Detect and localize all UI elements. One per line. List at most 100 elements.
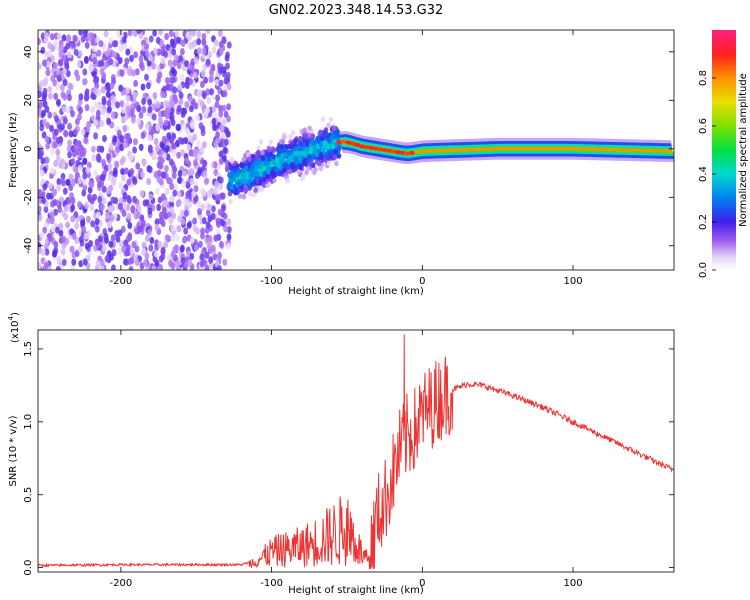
heatmap-cell bbox=[92, 193, 97, 201]
heatmap-cell bbox=[251, 191, 256, 198]
heatmap-cell bbox=[41, 196, 46, 204]
heatmap-cell bbox=[122, 125, 128, 133]
heatmap-cell bbox=[196, 139, 202, 147]
heatmap-cell bbox=[288, 133, 293, 140]
heatmap-cell bbox=[73, 211, 79, 219]
heatmap-cell bbox=[399, 150, 406, 155]
heatmap-cell bbox=[61, 34, 67, 42]
heatmap-cell bbox=[50, 148, 55, 156]
heatmap-cell bbox=[162, 152, 168, 160]
heatmap-cell bbox=[74, 222, 79, 230]
heatmap-cell bbox=[208, 75, 214, 84]
heatmap-cell bbox=[202, 170, 208, 178]
heatmap-cell bbox=[120, 168, 126, 176]
heatmap-cell bbox=[177, 176, 182, 184]
heatmap-cell bbox=[58, 222, 64, 230]
heatmap-cell bbox=[81, 225, 87, 234]
heatmap-cell bbox=[56, 255, 62, 263]
heatmap-cell bbox=[60, 123, 65, 131]
heatmap-cell bbox=[213, 188, 218, 196]
heatmap-cell bbox=[158, 264, 163, 270]
heatmap-cell bbox=[192, 71, 198, 79]
heatmap-cell bbox=[204, 251, 210, 259]
heatmap-cell bbox=[69, 245, 75, 253]
tick-label: 20 bbox=[23, 94, 34, 107]
heatmap-cell bbox=[71, 258, 77, 266]
heatmap-cell bbox=[163, 50, 168, 58]
heatmap-cell bbox=[265, 160, 271, 167]
scale-factor-label: (x104) bbox=[7, 312, 21, 343]
heatmap-cell bbox=[200, 80, 205, 88]
heatmap-cell bbox=[116, 129, 122, 137]
heatmap-cell bbox=[43, 205, 49, 214]
heatmap-cell bbox=[111, 249, 117, 257]
heatmap-cell bbox=[132, 195, 137, 203]
heatmap-cell bbox=[253, 160, 258, 166]
heatmap-cell bbox=[172, 165, 178, 173]
heatmap-cell bbox=[156, 48, 162, 56]
heatmap-cell bbox=[307, 125, 312, 132]
heatmap-cell bbox=[153, 250, 159, 258]
heatmap-cell bbox=[257, 179, 263, 186]
heatmap-cell bbox=[326, 160, 331, 167]
heatmap-cell bbox=[156, 76, 161, 84]
heatmap-cell bbox=[178, 91, 184, 99]
heatmap-cell bbox=[134, 258, 140, 266]
heatmap-cell bbox=[128, 30, 133, 37]
heatmap-cell bbox=[77, 50, 83, 58]
heatmap-cell bbox=[121, 245, 127, 253]
heatmap-cell bbox=[162, 199, 168, 207]
heatmap-cell bbox=[235, 163, 240, 169]
heatmap-cell bbox=[182, 169, 187, 177]
heatmap-cell bbox=[89, 203, 95, 212]
heatmap-cell bbox=[123, 239, 129, 247]
heatmap-cell bbox=[165, 145, 170, 153]
heatmap-cell bbox=[128, 266, 134, 270]
heatmap-cell bbox=[288, 156, 293, 162]
heatmap-cell bbox=[218, 157, 224, 165]
heatmap-cell bbox=[47, 235, 53, 243]
heatmap-cell bbox=[215, 193, 221, 201]
heatmap-cell bbox=[205, 30, 211, 35]
heatmap-cell bbox=[91, 154, 97, 162]
heatmap-cell bbox=[223, 225, 228, 233]
heatmap-cell bbox=[61, 235, 66, 243]
heatmap-cell bbox=[256, 145, 261, 151]
heatmap-cell bbox=[70, 204, 75, 212]
heatmap-cell bbox=[65, 178, 71, 186]
heatmap-cell bbox=[138, 55, 144, 63]
heatmap-cell bbox=[176, 190, 182, 198]
heatmap-cell bbox=[160, 246, 166, 254]
heatmap-cell bbox=[172, 189, 178, 197]
heatmap-cell bbox=[222, 146, 228, 154]
heatmap-cell bbox=[184, 101, 190, 109]
heatmap-cell bbox=[80, 35, 86, 43]
heatmap-cell bbox=[304, 141, 310, 147]
heatmap-cell bbox=[38, 101, 43, 109]
heatmap-cell bbox=[183, 227, 189, 235]
heatmap-cell bbox=[175, 123, 181, 131]
heatmap-cell bbox=[177, 136, 183, 145]
heatmap-cell bbox=[40, 248, 46, 256]
heatmap-cell bbox=[193, 243, 199, 252]
heatmap-cell bbox=[241, 193, 247, 200]
heatmap-cell bbox=[327, 150, 333, 157]
heatmap-cell bbox=[226, 242, 232, 250]
heatmap-cell bbox=[124, 167, 129, 175]
heatmap-cell bbox=[61, 54, 67, 62]
heatmap-cell bbox=[225, 71, 231, 79]
heatmap-cell bbox=[53, 241, 59, 249]
heatmap-cell bbox=[104, 255, 110, 263]
heatmap-cell bbox=[159, 141, 165, 149]
heatmap-cell bbox=[227, 181, 232, 187]
heatmap-cell bbox=[185, 181, 191, 189]
heatmap-cell bbox=[85, 166, 91, 174]
heatmap-cell bbox=[166, 254, 172, 262]
heatmap-cell bbox=[180, 218, 186, 226]
heatmap-cell bbox=[170, 119, 176, 127]
heatmap-cell bbox=[260, 149, 265, 156]
heatmap-cell bbox=[193, 57, 199, 65]
heatmap-cell bbox=[64, 204, 69, 212]
heatmap-cell bbox=[125, 247, 130, 255]
heatmap-cell bbox=[324, 131, 329, 137]
